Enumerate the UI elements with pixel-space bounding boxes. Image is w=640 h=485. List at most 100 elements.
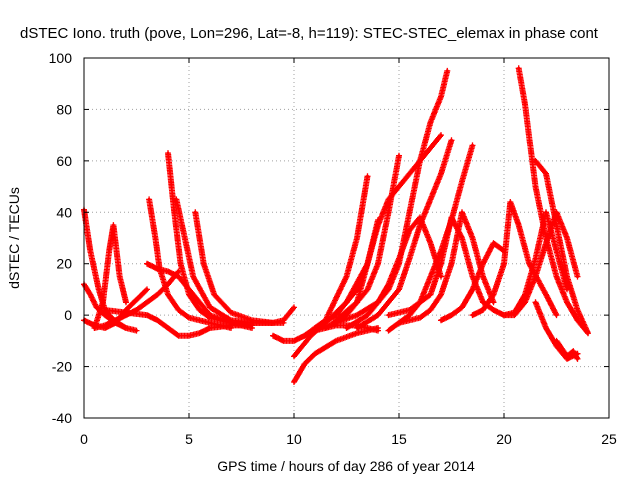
data-point <box>124 311 128 315</box>
data-point <box>208 316 212 320</box>
data-point <box>450 313 453 317</box>
data-point <box>145 262 149 266</box>
data-point <box>397 154 401 158</box>
data-point <box>544 236 548 240</box>
data-point <box>198 300 201 304</box>
data-point <box>555 275 558 279</box>
data-point <box>198 308 201 312</box>
data-point <box>324 326 327 330</box>
data-point <box>97 287 101 291</box>
data-point <box>492 293 495 297</box>
data-point <box>177 269 180 273</box>
data-point <box>429 308 432 312</box>
data-point <box>376 300 380 304</box>
data-point <box>166 293 170 297</box>
data-point <box>212 293 216 297</box>
data-point <box>166 269 170 273</box>
x-tick-label: 10 <box>286 431 302 447</box>
data-points <box>81 65 591 385</box>
data-point <box>387 197 390 201</box>
data-point <box>271 334 275 338</box>
data-point <box>439 172 443 176</box>
data-point <box>174 197 178 201</box>
data-point <box>439 293 443 297</box>
data-point <box>334 313 338 317</box>
data-point <box>103 323 107 327</box>
data-point <box>111 223 115 227</box>
y-tick-label: 100 <box>49 50 73 66</box>
data-point <box>523 102 527 106</box>
data-series <box>469 199 560 319</box>
data-point <box>88 249 92 253</box>
data-point <box>198 331 201 335</box>
data-series <box>333 214 444 326</box>
data-point <box>366 313 369 317</box>
data-point <box>135 298 138 302</box>
data-point <box>576 308 579 312</box>
data-point <box>345 326 348 330</box>
data-point <box>282 318 285 322</box>
data-point <box>460 305 464 309</box>
data-point <box>534 275 537 279</box>
data-point <box>534 257 537 261</box>
data-point <box>208 326 212 330</box>
y-axis-label: dSTEC / TECUs <box>6 187 22 289</box>
data-point <box>124 300 128 304</box>
data-point <box>450 215 453 219</box>
data-point <box>95 305 99 309</box>
data-point <box>103 308 107 312</box>
data-point <box>445 69 449 73</box>
data-point <box>387 329 390 333</box>
y-tick-label: 0 <box>64 307 72 323</box>
data-point <box>408 210 411 214</box>
data-point <box>429 241 432 245</box>
data-point <box>376 223 380 227</box>
data-point <box>156 318 159 322</box>
data-point <box>544 326 548 330</box>
data-point <box>177 275 180 279</box>
data-point <box>103 313 107 317</box>
data-point <box>145 300 149 304</box>
data-point <box>534 159 537 163</box>
data-point <box>517 66 521 70</box>
data-point <box>229 321 233 325</box>
data-point <box>292 380 296 384</box>
data-point <box>93 326 96 330</box>
data-point <box>193 210 197 214</box>
data-point <box>313 352 317 356</box>
data-point <box>481 275 485 279</box>
data-point <box>229 326 233 330</box>
data-point <box>527 262 531 266</box>
data-point <box>534 300 537 304</box>
x-axis-label: GPS time / hours of day 286 of year 2014 <box>217 458 475 474</box>
data-point <box>208 321 212 325</box>
data-point <box>366 287 369 291</box>
data-point <box>187 316 191 320</box>
data-point <box>187 293 191 297</box>
data-point <box>439 133 443 137</box>
data-point <box>555 339 558 343</box>
data-point <box>355 236 359 240</box>
data-point <box>502 313 506 317</box>
chart-title: dSTEC Iono. truth (pove, Lon=296, Lat=-8… <box>20 25 599 42</box>
data-series <box>396 209 497 326</box>
data-point <box>366 174 369 178</box>
data-series <box>532 157 591 337</box>
data-point <box>158 267 162 271</box>
data-point <box>166 326 170 330</box>
data-point <box>565 275 569 279</box>
data-point <box>145 313 149 317</box>
data-point <box>576 318 579 322</box>
data-point <box>376 262 380 266</box>
grid-lines <box>84 58 609 418</box>
data-point <box>418 316 422 320</box>
data-point <box>355 326 359 330</box>
data-point <box>481 308 485 312</box>
data-point <box>101 300 105 304</box>
data-point <box>271 321 275 325</box>
data-point <box>492 241 495 245</box>
data-point <box>555 223 558 227</box>
data-point <box>418 215 422 219</box>
data-point <box>502 262 506 266</box>
